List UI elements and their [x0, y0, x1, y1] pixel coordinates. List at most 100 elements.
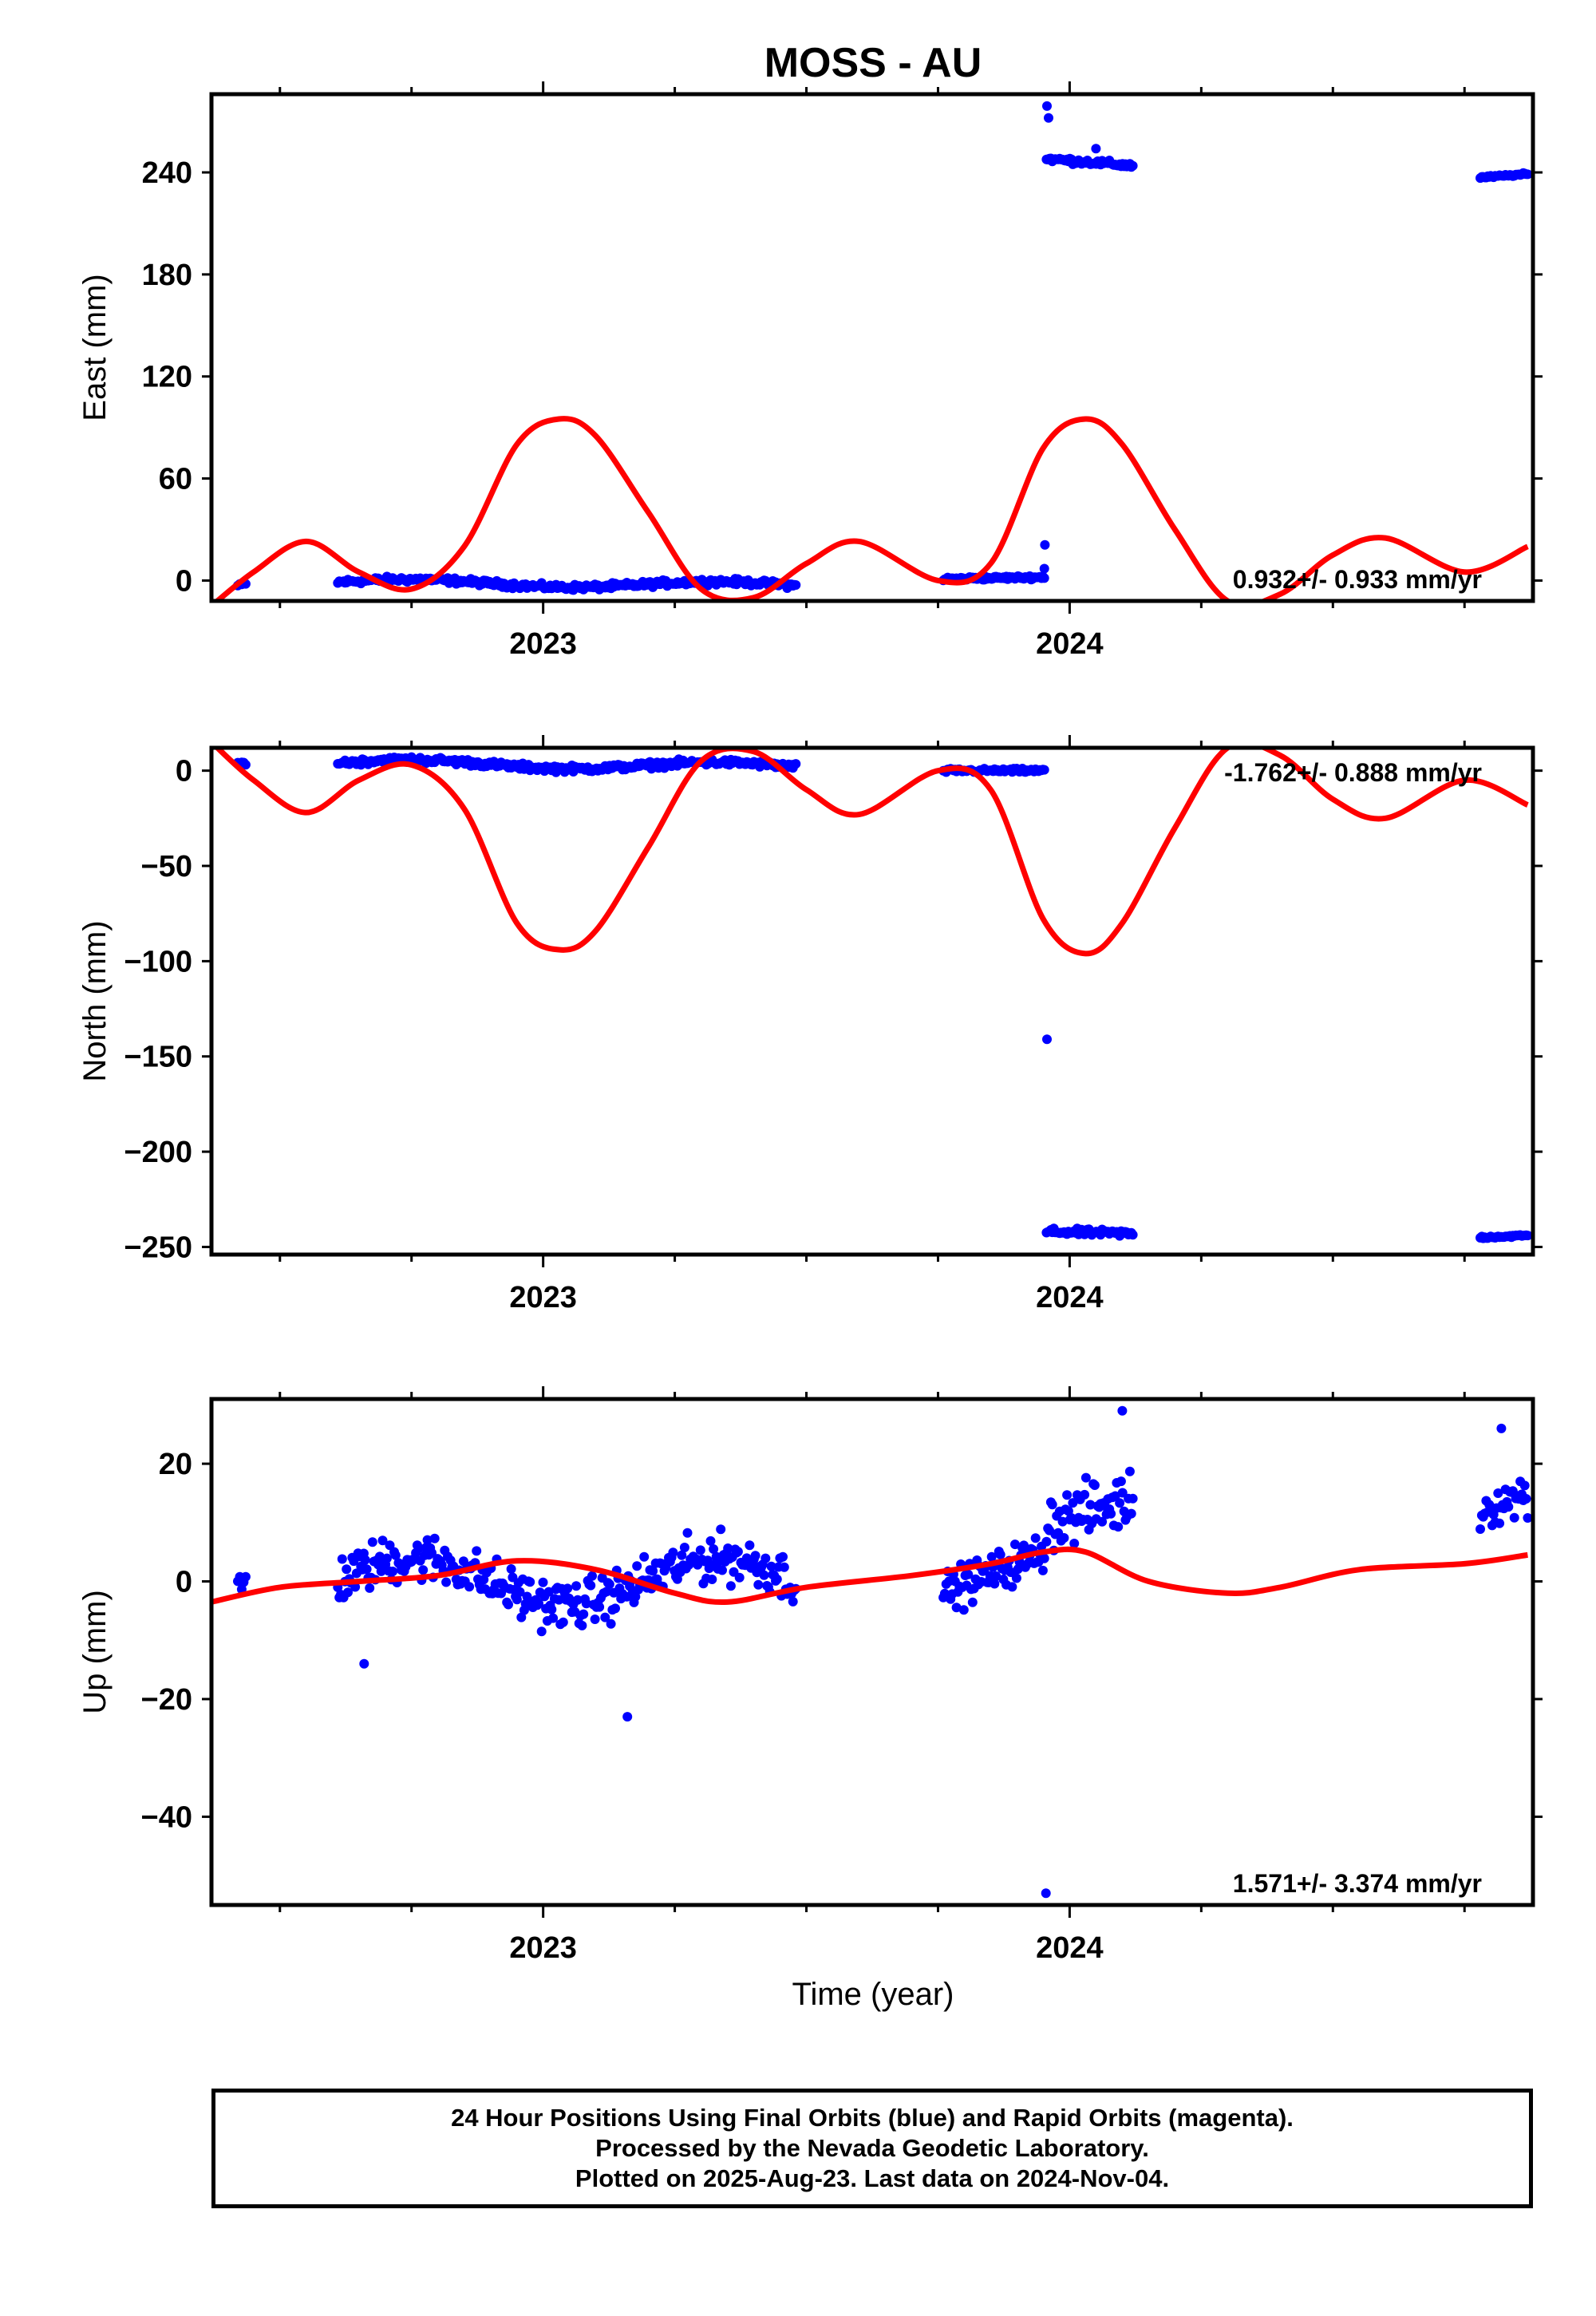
- data-point: [1039, 765, 1049, 775]
- data-point: [547, 1604, 557, 1614]
- data-point: [579, 1609, 589, 1619]
- data-point: [632, 1561, 642, 1571]
- data-point: [604, 1579, 614, 1590]
- data-point: [359, 1658, 369, 1669]
- data-point: [365, 1583, 375, 1593]
- data-point: [630, 1591, 641, 1602]
- data-point: [639, 1551, 650, 1562]
- data-point: [1040, 539, 1050, 550]
- plot-area: [211, 1405, 1533, 1899]
- data-point: [337, 1554, 347, 1564]
- data-point: [750, 1551, 760, 1561]
- data-point: [682, 1528, 693, 1538]
- data-point: [1044, 113, 1053, 123]
- data-point: [367, 1537, 377, 1547]
- data-point: [1503, 1502, 1514, 1512]
- y-tick-label: 0: [176, 1566, 192, 1599]
- plot-frame: [209, 745, 1535, 1257]
- y-tick-label: 120: [142, 361, 192, 394]
- data-point: [441, 1577, 452, 1587]
- data-point: [702, 1555, 713, 1566]
- data-point: [760, 1553, 771, 1563]
- data-point: [1493, 1488, 1503, 1498]
- data-point: [990, 1579, 1000, 1589]
- data-point: [778, 1551, 788, 1562]
- data-point: [668, 1547, 678, 1558]
- data-point: [1068, 1498, 1078, 1508]
- data-point: [516, 1612, 527, 1622]
- data-point: [622, 1712, 633, 1722]
- data-point: [1097, 1516, 1108, 1527]
- data-point: [1110, 1491, 1120, 1501]
- x-tick-label: 2024: [1036, 1281, 1104, 1314]
- data-point: [1013, 1564, 1023, 1575]
- data-point: [951, 1603, 962, 1613]
- y-tick-label: 0: [176, 564, 192, 598]
- data-point: [590, 1614, 600, 1624]
- y-axis-label: North (mm): [77, 920, 113, 1081]
- data-point: [759, 1570, 769, 1580]
- data-point: [1037, 1565, 1048, 1575]
- panel-east: 0 60 120 180 240 2023 2024 East (mm) 0.932+/- 0.…: [77, 81, 1543, 661]
- data-point: [1042, 101, 1052, 111]
- data-point: [1495, 1518, 1505, 1528]
- data-point: [595, 1602, 605, 1612]
- model-curve: [213, 416, 1529, 601]
- data-point: [1057, 1516, 1068, 1527]
- data-point: [600, 1612, 610, 1622]
- data-point: [534, 1599, 543, 1609]
- x-tick-label: 2023: [509, 1281, 577, 1314]
- data-point: [587, 1571, 597, 1581]
- footer-box: 24 Hour Positions Using Final Orbits (bl…: [211, 2089, 1533, 2208]
- y-tick-label: −250: [124, 1231, 192, 1264]
- y-tick-label: −20: [141, 1683, 192, 1717]
- data-point: [563, 1583, 573, 1594]
- plot-area: [213, 748, 1533, 1243]
- data-point: [558, 1617, 568, 1627]
- data-point: [1128, 1230, 1138, 1240]
- data-point: [995, 1550, 1005, 1559]
- data-point: [677, 1550, 687, 1560]
- data-point: [725, 1581, 736, 1591]
- data-point: [1080, 1472, 1091, 1483]
- data-point: [791, 580, 801, 590]
- data-point: [1519, 1480, 1530, 1491]
- rate-annotation: 1.571+/- 3.374 mm/yr: [1233, 1869, 1482, 1898]
- data-point: [512, 1595, 522, 1605]
- y-tick-label: −150: [124, 1041, 192, 1074]
- data-point: [1124, 1466, 1135, 1476]
- data-point: [429, 1533, 440, 1543]
- y-tick-label: −200: [124, 1136, 192, 1169]
- data-point: [1128, 1493, 1138, 1504]
- data-point: [753, 1579, 764, 1590]
- data-point: [1523, 1513, 1533, 1523]
- rate-annotation: 0.932+/- 0.933 mm/yr: [1233, 565, 1482, 594]
- panel-north: 0 −50 −100 −150 −200 −250 2023 2024 North (mm) -1…: [77, 735, 1543, 1314]
- data-point: [734, 1572, 745, 1583]
- data-point: [610, 1603, 620, 1614]
- data-point: [772, 1574, 782, 1584]
- data-point: [958, 1605, 969, 1615]
- data-point: [376, 1566, 386, 1576]
- data-point: [504, 1599, 513, 1610]
- data-point: [1080, 1489, 1090, 1500]
- data-point: [648, 1566, 658, 1576]
- data-point: [1039, 563, 1049, 574]
- data-point: [766, 1561, 776, 1571]
- data-point: [472, 1546, 482, 1556]
- rate-annotation: -1.762+/- 0.888 mm/yr: [1224, 758, 1482, 787]
- y-tick-label: 180: [142, 259, 192, 292]
- data-point: [1115, 1498, 1125, 1508]
- x-tick-label: 2024: [1036, 627, 1104, 661]
- y-axis-label: East (mm): [77, 274, 113, 421]
- data-point: [525, 1577, 535, 1587]
- y-tick-label: −100: [124, 945, 192, 978]
- data-point: [788, 1596, 798, 1607]
- data-point: [390, 1550, 401, 1560]
- data-point: [967, 1597, 978, 1607]
- data-point: [381, 1553, 392, 1563]
- data-point: [538, 1577, 548, 1587]
- data-point: [343, 1587, 353, 1598]
- x-tick-label: 2024: [1036, 1931, 1104, 1965]
